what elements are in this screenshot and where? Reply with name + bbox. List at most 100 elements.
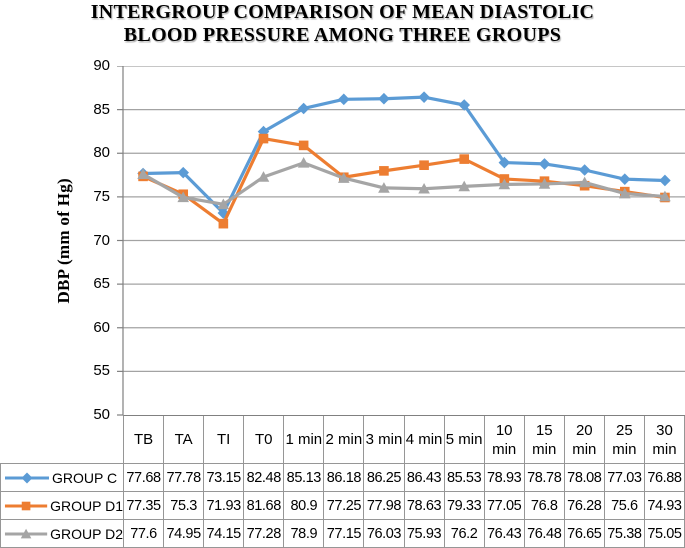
table-value-cell: 77.15	[324, 520, 365, 548]
triangle-marker	[498, 178, 511, 190]
table-value-cell: 77.28	[244, 520, 285, 548]
table-value-cell: 86.25	[364, 464, 405, 492]
triangle-marker	[257, 171, 270, 182]
y-axis-tick-label: 50	[93, 406, 110, 423]
square-marker	[218, 218, 229, 229]
table-value-cell: 77.6	[124, 520, 165, 548]
table-value-cell: 82.48	[244, 464, 285, 492]
series-line-group-c	[141, 95, 667, 215]
column-header: 5 min	[445, 416, 485, 463]
diamond-marker	[618, 173, 631, 185]
table-value-cell: 85.53	[444, 464, 485, 492]
diamond-marker	[21, 472, 33, 483]
legend-key-diamond-icon	[5, 472, 49, 483]
diamond-marker	[578, 164, 591, 176]
table-value-cell: 75.05	[644, 520, 685, 548]
table-value-cell: 75.38	[604, 520, 645, 548]
table-value-cell: 81.68	[244, 492, 285, 520]
table-value-cell: 76.03	[364, 520, 405, 548]
table-value-cell: 78.93	[484, 464, 525, 492]
square-marker	[459, 154, 470, 164]
table-value-cell: 76.8	[524, 492, 565, 520]
triangle-marker	[20, 528, 32, 538]
table-body: GROUP C 77.68 77.78 73.15 82.48 85.13 86.18 86.…	[0, 463, 685, 548]
table-value-cell: 74.15	[204, 520, 245, 548]
table-value-cell: 77.78	[164, 464, 205, 492]
table-value-cell: 78.9	[284, 520, 325, 548]
chart-title: INTERGROUP COMPARISON OF MEAN DIASTOLIC …	[0, 1, 685, 47]
table-value-cell: 76.48	[524, 520, 565, 548]
table-value-cell: 86.18	[324, 464, 365, 492]
triangle-marker	[337, 172, 350, 183]
triangle-marker	[618, 187, 631, 199]
diamond-marker	[337, 93, 350, 106]
table-value-cell: 77.05	[484, 492, 525, 520]
table-value-cell: 79.33	[444, 492, 485, 520]
column-header: 1 min	[284, 416, 325, 463]
series-name-label: GROUP D2	[50, 525, 123, 542]
square-marker	[419, 160, 429, 171]
y-axis-tick-label: 70	[93, 231, 110, 249]
table-value-cell: 77.68	[124, 464, 165, 492]
square-marker	[298, 140, 309, 151]
triangle-marker	[378, 182, 390, 193]
table-header-row: TB TA TI T0 1 min 2 min 3 min 4 min 5 min 10 min 1…	[123, 415, 685, 463]
diamond-marker	[498, 156, 511, 169]
table-value-cell: 74.93	[644, 492, 685, 520]
square-marker	[379, 166, 389, 176]
column-header: 30 min	[645, 416, 685, 463]
column-header: 4 min	[405, 416, 445, 463]
diamond-marker	[418, 91, 430, 103]
y-axis-tick-label: 85	[93, 100, 110, 118]
triangle-marker	[217, 198, 230, 210]
y-axis-tick-label: 60	[93, 318, 110, 336]
table-value-cell: 71.93	[204, 492, 245, 520]
series-name-label: GROUP D1	[50, 497, 123, 514]
table-value-cell: 78.63	[404, 492, 445, 520]
plot-area	[117, 66, 685, 416]
table-value-cell: 77.98	[364, 492, 405, 520]
y-axis-tick-label: 90	[93, 57, 110, 74]
y-axis-tick-label: 80	[93, 144, 110, 162]
table-value-cell: 73.15	[204, 464, 245, 492]
table-value-cell: 76.28	[564, 492, 605, 520]
column-header: TB	[124, 416, 165, 463]
diamond-marker	[659, 174, 671, 187]
series-line-group-d2	[141, 161, 667, 206]
square-marker	[21, 501, 31, 510]
column-header: 10 min	[485, 416, 525, 463]
table-value-cell: 76.43	[484, 520, 525, 548]
table-value-cell: 75.93	[404, 520, 445, 548]
table-value-cell: 75.3	[164, 492, 205, 520]
legend-key-triangle-icon	[4, 528, 48, 538]
table-value-cell: 80.9	[284, 492, 325, 520]
column-header: TA	[164, 416, 205, 463]
diamond-marker	[297, 102, 310, 115]
table-value-cell: 86.43	[404, 464, 445, 492]
table-value-cell: 77.03	[604, 464, 645, 492]
triangle-marker	[177, 191, 190, 203]
diamond-marker	[217, 207, 230, 219]
table-value-cell: 76.65	[564, 520, 605, 548]
y-axis-tick-label: 55	[93, 362, 110, 380]
column-header: TI	[204, 416, 245, 463]
column-header: 3 min	[364, 416, 405, 463]
triangle-marker	[137, 168, 149, 179]
column-header: 25 min	[605, 416, 645, 463]
diamond-marker	[378, 92, 390, 105]
column-header: 2 min	[324, 416, 365, 463]
legend-key-square-icon	[4, 501, 48, 510]
triangle-marker	[659, 190, 671, 202]
legend-cell-group-c: GROUP C	[1, 464, 124, 492]
triangle-marker	[297, 157, 310, 168]
column-header: 20 min	[565, 416, 605, 463]
triangle-marker	[538, 178, 551, 189]
chart-title-line1: INTERGROUP COMPARISON OF MEAN DIASTOLIC	[90, 1, 595, 23]
triangle-marker	[418, 182, 430, 194]
legend-cell-group-d2: GROUP D2	[1, 520, 124, 548]
y-axis-tick-label: 65	[93, 275, 110, 293]
square-marker	[258, 133, 269, 144]
legend-cell-group-d1: GROUP D1	[1, 492, 124, 520]
table-value-cell: 78.78	[524, 464, 565, 492]
